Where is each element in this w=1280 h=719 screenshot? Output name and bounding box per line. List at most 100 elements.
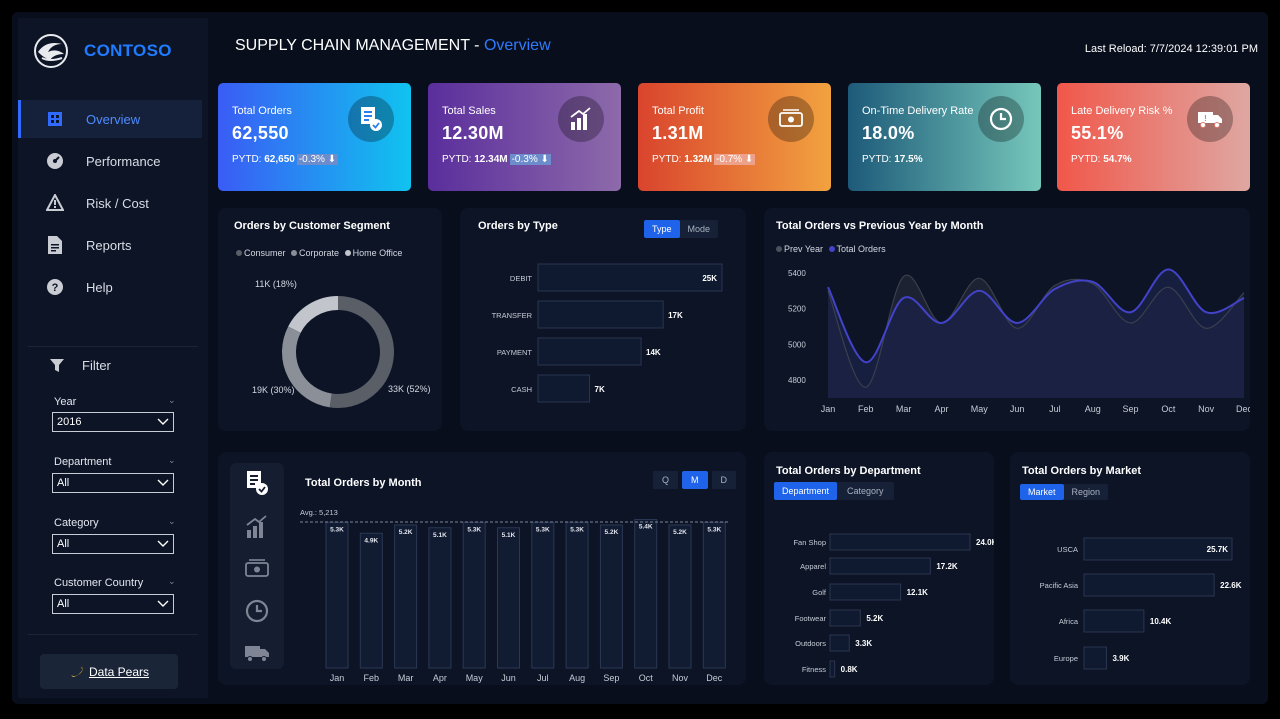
bar-value-label: 0.8K (841, 665, 858, 674)
legend-label: Prev Year (784, 244, 824, 254)
legend-label: Total Orders (836, 244, 886, 254)
kpi-pytd: PYTD: 54.7% (1071, 154, 1132, 165)
kpi-card-late-delivery-risk[interactable]: Late Delivery Risk % 55.1% PYTD: 54.7% ! (1057, 83, 1250, 191)
type-bar-chart[interactable]: DEBIT 25K TRANSFER 17K PAYMENT 14K CASH 7K (460, 208, 746, 431)
clock-icon[interactable] (245, 599, 269, 628)
toggle-day[interactable]: D (711, 471, 737, 489)
kpi-value: 55.1% (1071, 123, 1124, 143)
toggle-type[interactable]: Type (644, 220, 680, 238)
bar-value-label: 25.7K (1207, 545, 1229, 554)
kpi-pytd-label: PYTD: (862, 154, 892, 165)
month-bar-apr (428, 527, 452, 669)
bar-value-label: 5.3K (467, 526, 481, 533)
category-label: Europe (1054, 654, 1078, 663)
panel-orders-by-month: Total Orders by Month Q M D Avg.: 5,213 5… (218, 452, 746, 685)
bar-golf (829, 583, 902, 601)
bar-value-label: 5.1K (433, 532, 447, 539)
department-select-value: All (57, 477, 70, 489)
market-bar-chart[interactable]: USCA 25.7K Pacific Asia 22.6K Africa 10.4K Eur… (1010, 452, 1250, 685)
bar-footwear (829, 609, 861, 627)
kpi-card-on-time-delivery[interactable]: On-Time Delivery Rate 18.0% PYTD: 17.5% (848, 83, 1041, 191)
chart-legend: Consumer Corporate Home Office (236, 248, 402, 258)
caret-down-icon (157, 418, 169, 425)
brand-logo: CONTOSO (32, 32, 172, 70)
funnel-icon (50, 358, 64, 372)
truck-icon[interactable] (244, 643, 270, 668)
bar-europe (1083, 646, 1107, 670)
x-tick-label: Aug (569, 673, 585, 683)
kpi-card-total-orders[interactable]: Total Orders 62,550 PYTD: 62,650 -0.3% ⬇ (218, 83, 411, 191)
toggle-category[interactable]: Category (847, 486, 884, 496)
chevron-down-icon[interactable]: ⌄ (168, 395, 176, 405)
donut-chart[interactable]: 33K (52%) 19K (30%) 11K (18%) (218, 208, 442, 431)
cash-icon[interactable] (245, 559, 269, 584)
panel-title: Total Orders vs Previous Year by Month (776, 220, 984, 232)
toggle-month[interactable]: M (682, 471, 708, 489)
bar-value-label: 22.6K (1220, 581, 1242, 590)
sidebar-item-performance[interactable]: Performance (18, 142, 202, 180)
filter-header: Filter (50, 358, 111, 373)
department-select[interactable]: All (52, 473, 174, 493)
bar-growth-icon[interactable] (245, 515, 269, 544)
filter-year-label: Year (54, 396, 77, 408)
month-bar-nov (668, 524, 692, 669)
toggle-market[interactable]: Market (1020, 484, 1064, 500)
sidebar-item-risk-cost[interactable]: Risk / Cost (18, 184, 202, 222)
category-label: PAYMENT (497, 348, 533, 357)
chevron-down-icon[interactable]: ⌄ (168, 455, 176, 465)
x-tick-label: Apr (934, 404, 948, 414)
toggle-quarter[interactable]: Q (653, 471, 679, 489)
sidebar-item-reports[interactable]: Reports (18, 226, 202, 264)
month-bar-jan (325, 521, 349, 669)
x-tick-label: Aug (1085, 404, 1101, 414)
sidebar-item-help[interactable]: ? Help (18, 268, 202, 306)
month-bar-aug (565, 521, 589, 669)
cash-icon (768, 96, 814, 142)
type-mode-toggle: Type Mode (644, 220, 719, 238)
month-bar-chart[interactable]: Avg.: 5,213 5.3K Jan 4.9K Feb 5.2K Mar 5.1K Apr 5… (218, 452, 746, 685)
kpi-pytd-value: 1.32M (684, 154, 713, 165)
kpi-pytd: PYTD: 12.34M -0.3% ⬇ (442, 154, 551, 165)
donut-slice-corporate (282, 326, 333, 408)
area-chart[interactable]: 5400 5200 5000 4800 Jan Feb Mar Apr May Jun Jul Aug… (764, 208, 1250, 431)
bar-value-label: 24.0K (976, 538, 994, 547)
legend-item-prev-year[interactable]: Prev Year (776, 244, 823, 254)
kpi-pytd: PYTD: 1.32M -0.7% ⬇ (652, 154, 756, 165)
toggle-department[interactable]: Department (774, 482, 838, 500)
sidebar-item-overview[interactable]: Overview (18, 100, 202, 138)
invoice-check-icon[interactable] (245, 470, 269, 501)
toggle-mode[interactable]: Mode (687, 224, 711, 234)
truck-icon: ! (1187, 96, 1233, 142)
year-select[interactable]: 2016 (52, 412, 174, 432)
month-bar-sep (599, 524, 623, 669)
legend-item-home-office[interactable]: Home Office (342, 248, 402, 258)
chevron-down-icon[interactable]: ⌄ (168, 516, 176, 526)
bar-value-label: 14K (646, 348, 661, 357)
sidebar: CONTOSO Overview Performance Risk / Cost… (18, 18, 208, 698)
x-tick-label: Jul (1049, 404, 1061, 414)
bar-value-label: 12.1K (907, 588, 929, 597)
department-bar-chart[interactable]: Fan Shop 24.0K Apparel 17.2K Golf 12.1K Footwe… (764, 452, 994, 685)
kpi-card-total-sales[interactable]: Total Sales 12.30M PYTD: 12.34M -0.3% ⬇ (428, 83, 621, 191)
y-tick-label: 5200 (788, 305, 806, 314)
bar-value-label: 5.2K (866, 614, 883, 623)
panel-orders-by-type: Orders by Type Type Mode DEBIT 25K TRANSFE… (460, 208, 746, 431)
sidebar-divider (28, 346, 198, 347)
toggle-region[interactable]: Region (1071, 487, 1101, 497)
month-bar-jun (497, 527, 520, 669)
sidebar-divider (28, 634, 198, 635)
customer-country-select[interactable]: All (52, 594, 174, 614)
chevron-down-icon[interactable]: ⌄ (168, 576, 176, 586)
x-tick-label: Sep (1123, 404, 1139, 414)
x-tick-label: May (971, 404, 989, 414)
x-tick-label: Jun (1010, 404, 1025, 414)
legend-item-corporate[interactable]: Corporate (288, 248, 339, 258)
legend-item-total-orders[interactable]: Total Orders (826, 244, 886, 254)
category-select[interactable]: All (52, 534, 174, 554)
legend-item-consumer[interactable]: Consumer (236, 248, 286, 258)
data-pears-link[interactable]: Data Pears (40, 654, 178, 689)
page-title-main: SUPPLY CHAIN MANAGEMENT - (235, 37, 484, 54)
line-total-orders (827, 268, 1245, 364)
kpi-card-total-profit[interactable]: Total Profit 1.31M PYTD: 1.32M -0.7% ⬇ (638, 83, 831, 191)
x-tick-label: Dec (706, 673, 723, 683)
